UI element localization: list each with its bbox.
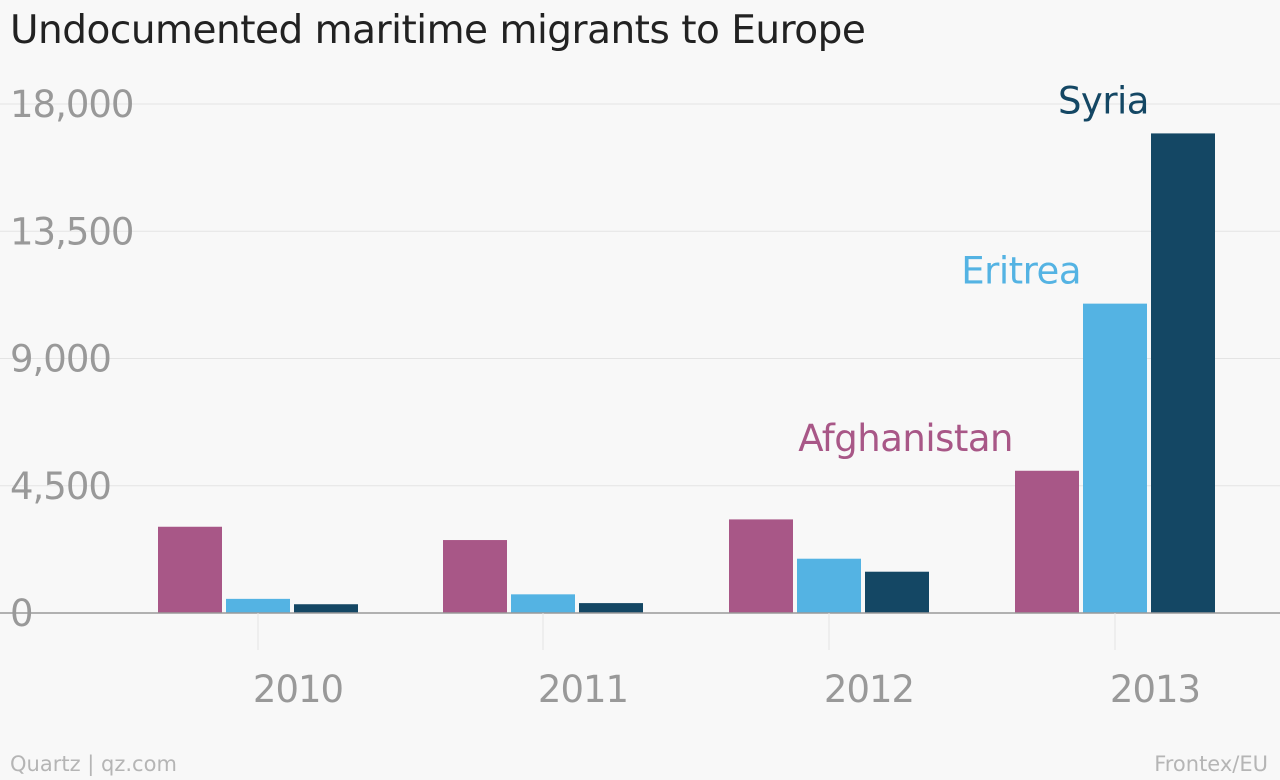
bar-syria-2012	[865, 571, 929, 613]
bars	[158, 133, 1215, 614]
bar-eritrea-2012	[797, 558, 861, 613]
bar-afghanistan-2012	[729, 519, 793, 613]
bar-afghanistan-2010	[158, 526, 222, 613]
bar-eritrea-2011	[511, 594, 575, 613]
bar-syria-2011	[579, 603, 643, 613]
bar-syria-2010	[294, 604, 358, 613]
x-tick-label: 2010	[253, 668, 343, 711]
x-tick-label: 2011	[538, 668, 628, 711]
series-label-eritrea: Eritrea	[961, 250, 1081, 293]
series-label-syria: Syria	[1058, 79, 1149, 122]
y-tick-label: 4,500	[10, 465, 111, 508]
footer-source: Frontex/EU	[1154, 752, 1268, 776]
series-labels: Afghanistan Eritrea Syria	[798, 79, 1149, 459]
y-tick-label: 9,000	[10, 338, 111, 381]
bar-eritrea-2013	[1083, 303, 1147, 613]
x-tick-label: 2013	[1110, 668, 1200, 711]
x-tick-label: 2012	[824, 668, 914, 711]
footer-credit: Quartz | qz.com	[10, 752, 177, 776]
chart-title: Undocumented maritime migrants to Europe	[10, 8, 866, 53]
y-tick-label: 13,500	[10, 210, 133, 253]
x-axis-ticks: 2010 2011 2012 2013	[253, 613, 1201, 711]
y-tick-label: 18,000	[10, 83, 133, 126]
bar-syria-2013	[1151, 133, 1215, 614]
series-label-afghanistan: Afghanistan	[798, 417, 1013, 460]
bar-afghanistan-2013	[1015, 470, 1079, 613]
bar-afghanistan-2011	[443, 540, 507, 613]
bar-eritrea-2010	[226, 598, 290, 613]
